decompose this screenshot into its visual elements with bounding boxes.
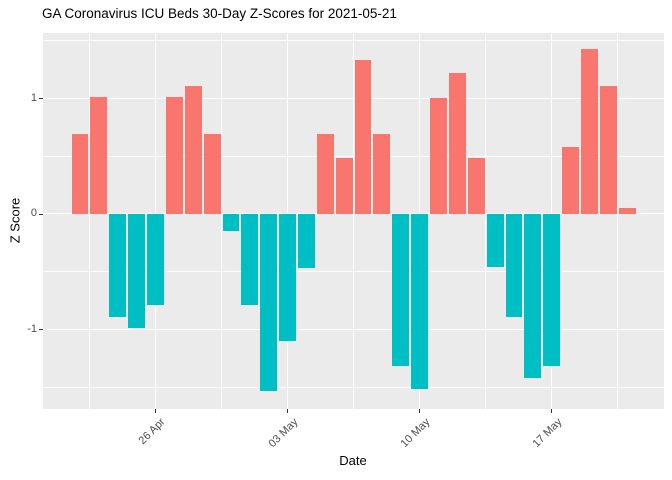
x-tick-label: 17 May — [530, 416, 565, 450]
bar-positive — [581, 48, 598, 214]
bar-positive — [165, 97, 183, 214]
bar-positive — [430, 98, 447, 214]
gridline-x-minor — [617, 33, 619, 409]
bar-negative — [505, 213, 523, 317]
gridline-x-minor — [353, 33, 355, 409]
bar-positive — [448, 72, 466, 214]
y-tick-label: 1 — [30, 91, 37, 104]
bar-positive — [618, 208, 636, 214]
gridline-x-minor — [221, 33, 222, 409]
bar-negative — [260, 213, 278, 391]
bar-negative — [147, 213, 164, 306]
bar-positive — [354, 60, 372, 214]
x-axis-title: Date — [339, 453, 367, 468]
bar-positive — [467, 158, 485, 214]
plot-panel — [43, 33, 664, 409]
bar-positive — [335, 158, 353, 214]
bar-negative — [392, 213, 410, 367]
bar-negative — [297, 213, 315, 269]
bar-positive — [316, 134, 334, 214]
bar-negative — [241, 213, 259, 306]
bar-positive — [373, 134, 391, 214]
bar-positive — [599, 85, 617, 214]
x-axis-tick — [419, 409, 421, 413]
bar-negative — [279, 213, 296, 341]
y-axis-tick — [39, 98, 43, 100]
bar-negative — [411, 213, 429, 390]
chart-title: GA Coronavirus ICU Beds 30-Day Z-Scores … — [42, 6, 397, 21]
y-tick-label: -1 — [27, 322, 37, 335]
x-tick-label: 26 Apr — [136, 416, 168, 447]
x-axis-tick — [154, 409, 156, 413]
bar-negative — [109, 213, 127, 317]
x-axis-tick — [287, 409, 289, 413]
y-axis-tick — [39, 329, 43, 331]
gridline-x-minor — [485, 33, 487, 409]
bar-negative — [128, 213, 146, 329]
y-axis-title: Z Score — [7, 197, 23, 244]
bar-positive — [203, 134, 221, 214]
y-tick-label: 0 — [30, 207, 37, 220]
bar-negative — [524, 213, 542, 378]
bar-positive — [184, 85, 202, 214]
bar-negative — [222, 213, 240, 232]
y-axis-tick — [39, 213, 43, 215]
gridline-x-minor — [88, 33, 90, 409]
bar-negative — [543, 213, 561, 367]
bar-negative — [486, 213, 504, 267]
x-axis-tick — [551, 409, 553, 413]
bar-positive — [562, 146, 580, 214]
bar-positive — [90, 97, 108, 214]
bar-positive — [71, 134, 89, 214]
